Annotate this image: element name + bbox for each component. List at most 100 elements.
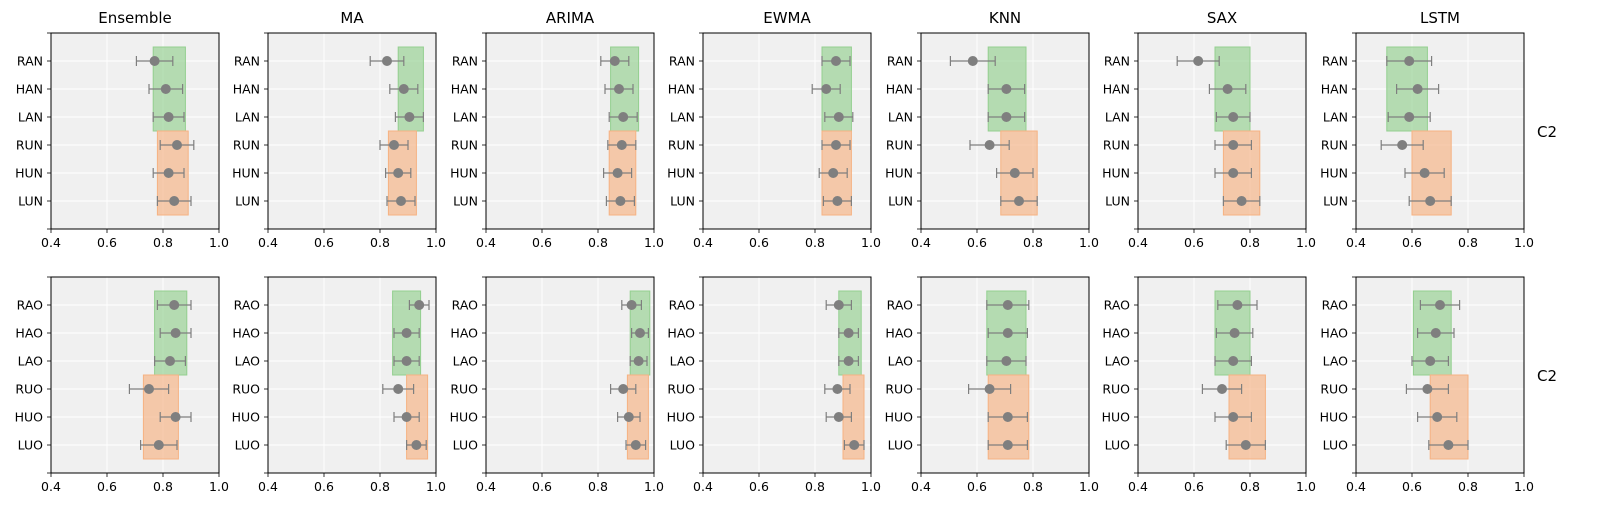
chart-10-ylabel-0: RAO <box>669 298 696 313</box>
chart-4-point-1 <box>1001 84 1012 94</box>
chart-7-point-0 <box>169 300 180 310</box>
chart-13-ylabel-5: LUO <box>1323 438 1348 453</box>
chart-4-point-0 <box>967 56 978 66</box>
chart-9-xlabel-2: 0.8 <box>588 479 608 494</box>
chart-10-ylabel-5: LUO <box>670 438 695 453</box>
chart-9-ylabel-2: LAO <box>453 354 479 369</box>
chart-6-point-1 <box>1412 84 1423 94</box>
chart-0-xlabel-0: 0.4 <box>41 235 61 250</box>
chart-10-point-0 <box>833 300 844 310</box>
chart-4-xlabel-3: 1.0 <box>1079 235 1099 250</box>
chart-5-point-5 <box>1236 196 1247 206</box>
chart-3-point-0 <box>831 56 841 66</box>
chart-0-ylabel-5: LUN <box>18 194 43 209</box>
chart-2-point-1 <box>614 84 624 94</box>
chart-1-xlabel-0: 0.4 <box>258 235 278 250</box>
chart-10-point-4 <box>833 412 844 422</box>
chart-4-ylabel-4: HUN <box>885 166 913 181</box>
chart-11-ylabel-4: HUO <box>885 410 914 425</box>
chart-6-xlabel-0: 0.4 <box>1346 235 1366 250</box>
chart-9-xlabel-3: 1.0 <box>644 479 664 494</box>
chart-12-ylabel-2: LAO <box>1105 354 1131 369</box>
chart-5-ylabel-2: LAN <box>1105 110 1130 125</box>
chart-7-ylabel-2: LAO <box>18 354 44 369</box>
chart-12-point-2 <box>1228 356 1239 366</box>
chart-9-ylabel-0: RAO <box>452 298 479 313</box>
chart-2-ylabel-1: HAN <box>451 82 478 97</box>
chart-1-ylabel-3: RUN <box>233 138 260 153</box>
chart-7-point-4 <box>170 412 181 422</box>
chart-12-frame <box>1137 276 1307 474</box>
chart-8-frame <box>267 276 437 474</box>
chart-3-point-5 <box>832 196 843 206</box>
chart-2-ylabel-4: HUN <box>450 166 478 181</box>
chart-6-point-5 <box>1425 196 1436 206</box>
chart-6-point-0 <box>1404 56 1415 66</box>
chart-9-ylabel-1: HAO <box>450 326 478 341</box>
chart-5-ylabel-0: RAN <box>1104 54 1130 69</box>
chart-5-point-4 <box>1228 168 1239 178</box>
chart-1-point-4 <box>393 168 404 178</box>
chart-1-point-2 <box>404 112 415 122</box>
chart-0-point-4 <box>163 168 174 178</box>
chart-12-point-3 <box>1217 384 1227 394</box>
chart-13-point-5 <box>1443 440 1454 450</box>
chart-9-ylabel-3: RUO <box>450 382 478 397</box>
chart-6-ylabel-2: LAN <box>1323 110 1348 125</box>
chart-3-xlabel-1: 0.6 <box>749 235 769 250</box>
chart-8-ylabel-0: RAO <box>234 298 261 313</box>
chart-7-xlabel-1: 0.6 <box>97 479 117 494</box>
chart-3-point-4 <box>828 168 839 178</box>
chart-11-xlabel-1: 0.6 <box>967 479 987 494</box>
chart-7-xlabel-3: 1.0 <box>209 479 229 494</box>
chart-5-point-3 <box>1228 140 1239 150</box>
chart-7-ylabel-5: LUO <box>18 438 43 453</box>
chart-2-xlabel-1: 0.6 <box>532 235 552 250</box>
chart-5-ylabel-1: HAN <box>1103 82 1130 97</box>
chart-0-xlabel-2: 0.8 <box>153 235 173 250</box>
chart-3-xlabel-0: 0.4 <box>693 235 713 250</box>
chart-9-xlabel-1: 0.6 <box>532 479 552 494</box>
chart-1-ylabel-4: HUN <box>232 166 260 181</box>
chart-0-ylabel-2: LAN <box>18 110 43 125</box>
chart-4-point-2 <box>1001 112 1012 122</box>
chart-12-ylabel-5: LUO <box>1105 438 1130 453</box>
chart-8-xlabel-2: 0.8 <box>370 479 390 494</box>
chart-3-ylabel-1: HAN <box>668 82 695 97</box>
chart-7-xlabel-2: 0.8 <box>153 479 173 494</box>
chart-2-ylabel-2: LAN <box>453 110 478 125</box>
chart-2-title: ARIMA <box>546 9 595 27</box>
chart-8-point-0 <box>414 300 425 310</box>
chart-1-xlabel-3: 1.0 <box>426 235 446 250</box>
chart-9-point-4 <box>623 412 634 422</box>
chart-13-xlabel-1: 0.6 <box>1402 479 1422 494</box>
chart-5-title: SAX <box>1207 9 1237 27</box>
chart-11-ylabel-0: RAO <box>887 298 914 313</box>
chart-5-ylabel-3: RUN <box>1103 138 1130 153</box>
chart-4-frame <box>920 32 1090 230</box>
chart-3-point-1 <box>821 84 832 94</box>
chart-11-ylabel-5: LUO <box>888 438 913 453</box>
chart-8-point-1 <box>401 328 412 338</box>
chart-3-ylabel-5: LUN <box>670 194 695 209</box>
chart-3-ylabel-3: RUN <box>668 138 695 153</box>
chart-6-ylabel-1: HAN <box>1321 82 1348 97</box>
chart-2-ylabel-3: RUN <box>451 138 478 153</box>
chart-13-point-3 <box>1422 384 1433 394</box>
chart-0-point-5 <box>169 196 180 206</box>
chart-5-xlabel-3: 1.0 <box>1296 235 1316 250</box>
chart-9-ylabel-5: LUO <box>453 438 478 453</box>
chart-8-point-5 <box>411 440 422 450</box>
chart-10-xlabel-1: 0.6 <box>749 479 769 494</box>
chart-1-frame <box>267 32 437 230</box>
chart-2-xlabel-0: 0.4 <box>476 235 496 250</box>
chart-6-xlabel-3: 1.0 <box>1514 235 1534 250</box>
chart-9-frame <box>485 276 655 474</box>
chart-13-xlabel-3: 1.0 <box>1514 479 1534 494</box>
chart-5-point-0 <box>1193 56 1204 66</box>
chart-2-point-5 <box>615 196 626 206</box>
chart-8-point-3 <box>393 384 404 394</box>
chart-0-point-2 <box>163 112 174 122</box>
chart-6-title: LSTM <box>1420 9 1460 27</box>
row-label-0: C2 <box>1537 123 1557 141</box>
